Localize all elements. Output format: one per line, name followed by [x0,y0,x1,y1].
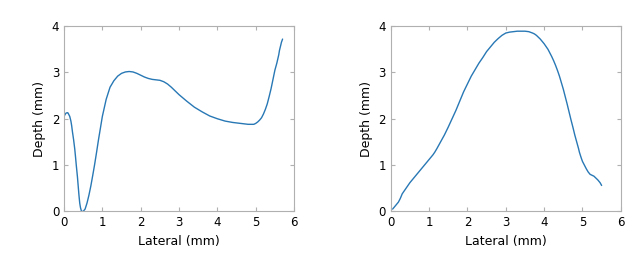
Y-axis label: Depth (mm): Depth (mm) [360,81,373,157]
Y-axis label: Depth (mm): Depth (mm) [33,81,46,157]
X-axis label: Lateral (mm): Lateral (mm) [138,235,220,248]
X-axis label: Lateral (mm): Lateral (mm) [465,235,547,248]
